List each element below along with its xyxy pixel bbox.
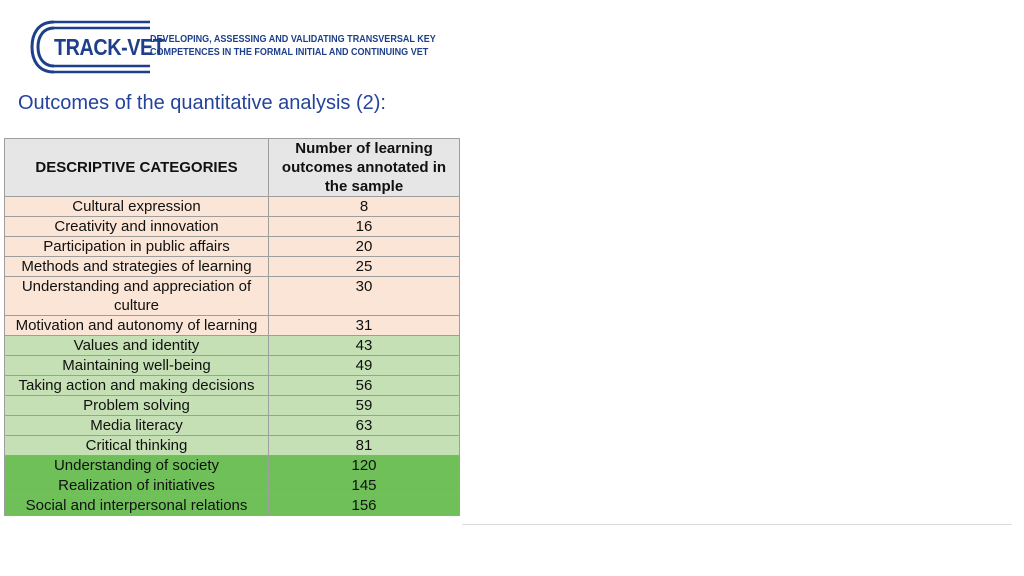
- table-row: Understanding of society 120: [4, 455, 460, 476]
- category-cell: Cultural expression: [4, 196, 269, 217]
- count-cell: 63: [268, 415, 460, 436]
- table-row: Problem solving 59: [4, 395, 460, 416]
- category-cell: Understanding of society: [4, 455, 269, 476]
- table-row: Maintaining well-being 49: [4, 355, 460, 376]
- category-cell: Problem solving: [4, 395, 269, 416]
- divider-line: [462, 524, 1012, 525]
- table-row: Realization of initiatives 145: [4, 475, 460, 496]
- count-cell: 49: [268, 355, 460, 376]
- category-cell: Critical thinking: [4, 435, 269, 456]
- logo-tagline: DEVELOPING, ASSESSING AND VALIDATING TRA…: [150, 33, 436, 59]
- category-cell: Participation in public affairs: [4, 236, 269, 257]
- table-row: Creativity and innovation 16: [4, 216, 460, 237]
- table-row: Participation in public affairs 20: [4, 236, 460, 257]
- results-table: DESCRIPTIVE CATEGORIES Number of learnin…: [4, 138, 460, 516]
- logo-bracket-icon: [30, 20, 150, 74]
- header-count: Number of learning outcomes annotated in…: [268, 138, 460, 197]
- category-cell: Motivation and autonomy of learning: [4, 315, 269, 336]
- count-cell: 25: [268, 256, 460, 277]
- count-cell: 156: [268, 495, 460, 516]
- table-row: Critical thinking 81: [4, 435, 460, 456]
- count-cell: 30: [268, 276, 460, 316]
- table-row: Motivation and autonomy of learning 31: [4, 315, 460, 336]
- count-cell: 16: [268, 216, 460, 237]
- count-cell: 145: [268, 475, 460, 496]
- count-cell: 43: [268, 335, 460, 356]
- category-cell: Maintaining well-being: [4, 355, 269, 376]
- count-cell: 81: [268, 435, 460, 456]
- table-row: Understanding and appreciation of cultur…: [4, 276, 460, 316]
- count-cell: 56: [268, 375, 460, 396]
- table-row: Social and interpersonal relations 156: [4, 495, 460, 516]
- track-vet-logo: TRACK-VET DEVELOPING, ASSESSING AND VALI…: [30, 18, 436, 76]
- count-cell: 59: [268, 395, 460, 416]
- category-cell: Media literacy: [4, 415, 269, 436]
- category-cell: Creativity and innovation: [4, 216, 269, 237]
- category-cell: Values and identity: [4, 335, 269, 356]
- category-cell: Taking action and making decisions: [4, 375, 269, 396]
- results-table-wrapper: DESCRIPTIVE CATEGORIES Number of learnin…: [4, 138, 460, 516]
- category-cell: Methods and strategies of learning: [4, 256, 269, 277]
- slide-title: Outcomes of the quantitative analysis (2…: [18, 92, 386, 114]
- logo-tagline-line1: DEVELOPING, ASSESSING AND VALIDATING TRA…: [150, 33, 436, 45]
- category-cell: Understanding and appreciation of cultur…: [4, 276, 269, 316]
- table-row: Cultural expression 8: [4, 196, 460, 217]
- category-cell: Realization of initiatives: [4, 475, 269, 496]
- header-categories: DESCRIPTIVE CATEGORIES: [4, 138, 269, 197]
- count-cell: 8: [268, 196, 460, 217]
- count-cell: 31: [268, 315, 460, 336]
- table-row: Media literacy 63: [4, 415, 460, 436]
- category-cell: Social and interpersonal relations: [4, 495, 269, 516]
- table-body: Cultural expression 8 Creativity and innov…: [4, 196, 460, 516]
- table-header-row: DESCRIPTIVE CATEGORIES Number of learnin…: [4, 138, 460, 197]
- count-cell: 20: [268, 236, 460, 257]
- table-row: Methods and strategies of learning 25: [4, 256, 460, 277]
- table-row: Values and identity 43: [4, 335, 460, 356]
- count-cell: 120: [268, 455, 460, 476]
- table-row: Taking action and making decisions 56: [4, 375, 460, 396]
- logo-tagline-line2: COMPETENCES IN THE FORMAL INITIAL AND CO…: [150, 46, 429, 58]
- logo-wordmark: TRACK-VET: [54, 34, 165, 60]
